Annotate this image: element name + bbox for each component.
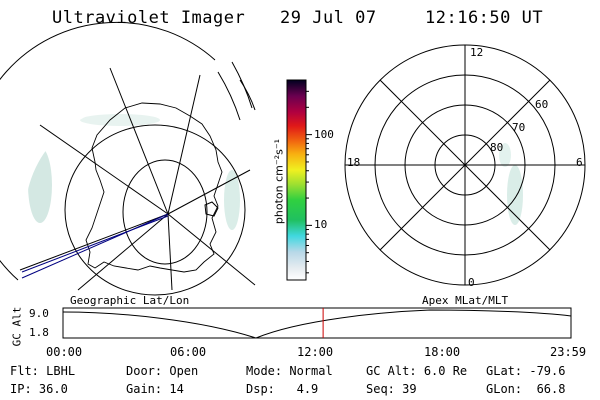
polar-circle-80 [434, 134, 496, 196]
status-gain: Gain: 14 [126, 382, 184, 396]
timeline-y-tick-top: 9.0 [29, 307, 49, 320]
timeline-right-title: Apex MLat/MLT [422, 294, 509, 307]
polar-circle-70 [404, 104, 526, 226]
colorbar-tick-label: 100 [314, 127, 334, 141]
polar-lat-70: 70 [512, 121, 526, 134]
status-door: Door: Open [126, 364, 199, 378]
colorbar-unit-label: photon cm⁻²s⁻¹ [272, 138, 286, 225]
altitude-curve [62, 309, 572, 339]
status-gc-alt: GC Alt: 6.0 Re [366, 364, 468, 378]
polar-lat-60: 60 [535, 98, 549, 111]
orbit-track [21, 213, 169, 279]
status-filter: Flt: LBHL [10, 364, 76, 378]
timeline-left-title: Geographic Lat/Lon [70, 294, 190, 307]
map-glow [28, 114, 240, 230]
status-dsp: Dsp: 4.9 [246, 382, 319, 396]
timeline-x-tick-4: 23:59 [550, 345, 587, 359]
polar-mlt-6: 6 [576, 156, 583, 169]
app-title: Ultraviolet Imager [52, 8, 246, 28]
timeline-x-tick-3: 18:00 [424, 345, 461, 359]
status-glon: GLon: 66.8 [486, 382, 566, 396]
date-label: 29 Jul 07 [280, 8, 377, 28]
time-label: 12:16:50 UT [425, 8, 544, 28]
polar-mlt-12: 12 [470, 46, 484, 59]
lat-circle-inner [122, 159, 208, 265]
lat-circle-outer [64, 124, 246, 296]
timeline-y-axis-label: GC Alt [10, 306, 24, 347]
status-mode: Mode: Normal [246, 364, 333, 378]
polar-lat-80: 80 [490, 141, 504, 154]
polar-mlt-0: 0 [468, 276, 475, 289]
coastline [85, 102, 223, 273]
polar-circle-outer [344, 44, 586, 286]
status-glat: GLat: -79.6 [486, 364, 566, 378]
map-limb [0, 21, 216, 281]
status-seq: Seq: 39 [366, 382, 417, 396]
status-ip: IP: 36.0 [10, 382, 68, 396]
timeline-x-tick-0: 00:00 [46, 345, 83, 359]
polar-circle-60 [374, 74, 556, 256]
colorbar-tick-label: 10 [314, 218, 328, 232]
timeline-x-tick-1: 06:00 [170, 345, 207, 359]
polar-glow [499, 143, 523, 225]
timeline-y-tick-bottom: 1.8 [29, 326, 49, 339]
timeline-x-tick-2: 12:00 [297, 345, 334, 359]
polar-mlt-18: 18 [347, 156, 361, 169]
